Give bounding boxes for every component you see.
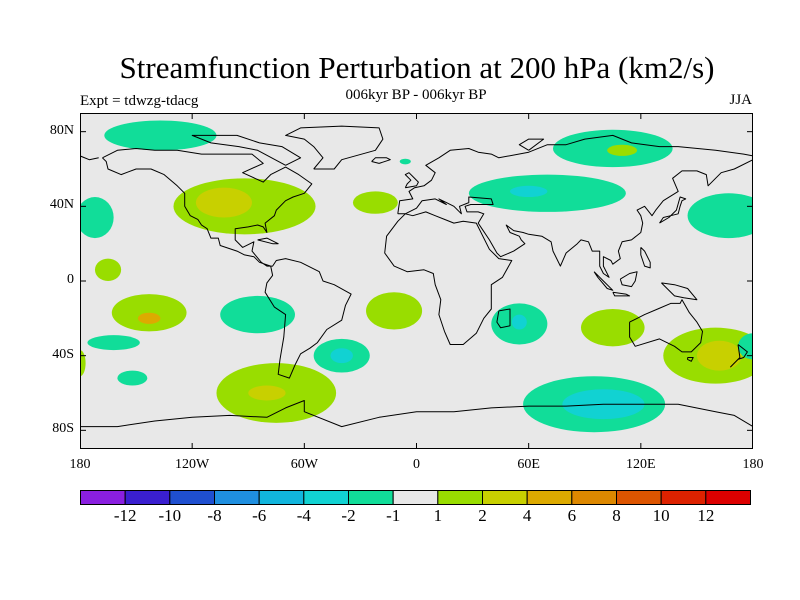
colorbar-box-12 bbox=[616, 490, 662, 505]
anomaly-region-25 bbox=[80, 350, 86, 377]
colorbar-box-0 bbox=[80, 490, 126, 505]
coastline-20 bbox=[518, 138, 545, 151]
coastline-7 bbox=[384, 211, 513, 345]
colorbar-box-3 bbox=[214, 490, 260, 505]
anomaly-region-13 bbox=[137, 312, 161, 324]
colorbar-label: 8 bbox=[612, 506, 621, 525]
anomaly-region-19 bbox=[330, 348, 353, 364]
map-panel bbox=[80, 113, 753, 449]
coastline-10 bbox=[687, 357, 694, 362]
anomaly-region-16 bbox=[87, 335, 140, 351]
anomaly-region-24 bbox=[248, 385, 286, 401]
x-tick-label: 180 bbox=[742, 457, 764, 472]
anomaly-region-28 bbox=[738, 333, 753, 360]
colorbar-box-10 bbox=[526, 490, 573, 505]
coastline-15 bbox=[661, 282, 698, 301]
anomaly-region-8 bbox=[468, 174, 626, 212]
coastline-9 bbox=[629, 299, 703, 353]
colorbar-box-2 bbox=[169, 490, 216, 505]
colorbar bbox=[80, 490, 751, 505]
coastline-3 bbox=[371, 157, 391, 164]
colorbar-box-9 bbox=[482, 490, 528, 505]
season-label: JJA bbox=[729, 92, 752, 108]
colorbar-label: 6 bbox=[567, 506, 577, 525]
coastline-19 bbox=[257, 237, 279, 245]
anomaly-region-22 bbox=[581, 309, 645, 347]
anomaly-region-11 bbox=[94, 258, 122, 281]
coastline-16 bbox=[640, 247, 651, 269]
chart-title: Streamfunction Perturbation at 200 hPa (… bbox=[119, 50, 715, 85]
x-tick-label: 180 bbox=[69, 457, 91, 472]
coastline-layer bbox=[80, 125, 753, 428]
colorbar-label: -12 bbox=[113, 506, 137, 525]
coastline-17 bbox=[659, 196, 687, 224]
coastline-6 bbox=[397, 159, 753, 278]
colorbar-label: -2 bbox=[341, 506, 356, 525]
anomaly-region-21 bbox=[511, 314, 527, 330]
x-tick-label: 120W bbox=[175, 457, 210, 472]
coastline-8 bbox=[496, 308, 511, 329]
colorbar-box-1 bbox=[124, 490, 171, 505]
coastline-14 bbox=[619, 271, 638, 288]
coastline-1 bbox=[191, 134, 302, 166]
colorbar-label: 12 bbox=[697, 506, 715, 525]
coastline-0 bbox=[102, 148, 352, 379]
colorbar-label: -8 bbox=[207, 506, 222, 525]
colorbar-box-11 bbox=[571, 490, 618, 505]
anomaly-region-0 bbox=[104, 120, 217, 151]
anomaly-region-27 bbox=[696, 340, 742, 371]
coastline-12 bbox=[593, 271, 614, 291]
colorbar-box-8 bbox=[437, 490, 484, 505]
colorbar-label: 2 bbox=[478, 506, 487, 525]
colorbar-label: -1 bbox=[386, 506, 401, 525]
map-frame bbox=[80, 113, 753, 449]
colorbar-label: -6 bbox=[252, 506, 267, 525]
anomaly-region-2 bbox=[195, 187, 252, 218]
colorbar-label: 1 bbox=[433, 506, 443, 525]
anomaly-region-10 bbox=[687, 193, 753, 239]
y-tick-label: 0 bbox=[67, 272, 74, 287]
coastline-13 bbox=[612, 291, 631, 297]
colorbar-label: 10 bbox=[652, 506, 670, 525]
colorbar-box-5 bbox=[303, 490, 349, 505]
experiment-label: Expt = tdwzg-tdacg bbox=[80, 93, 199, 109]
coastline-5 bbox=[80, 155, 99, 161]
anomaly-region-14 bbox=[220, 295, 295, 334]
x-tick-label: 0 bbox=[413, 457, 420, 472]
x-tick-label: 60E bbox=[517, 457, 540, 472]
colorbar-box-6 bbox=[348, 490, 394, 505]
coastline-4 bbox=[397, 134, 753, 214]
colorbar-label: -10 bbox=[158, 506, 182, 525]
coastline-18 bbox=[404, 172, 419, 189]
anomaly-region-3 bbox=[80, 197, 114, 239]
anomaly-region-4 bbox=[352, 191, 398, 214]
colorbar-label: -4 bbox=[296, 506, 311, 525]
colorbar-box-4 bbox=[258, 490, 305, 505]
x-tick-label: 120E bbox=[626, 457, 656, 472]
colorbar-box-14 bbox=[705, 490, 751, 505]
colorbar-box-13 bbox=[660, 490, 707, 505]
colorbar-box-7 bbox=[392, 490, 439, 505]
y-tick-label: 80N bbox=[49, 122, 74, 138]
anomaly-region-7 bbox=[607, 144, 638, 156]
chart-subtitle: 006kyr BP - 006kyr BP bbox=[345, 87, 487, 103]
y-tick-label: 40S bbox=[52, 346, 74, 362]
colorbar-label: 4 bbox=[522, 506, 532, 525]
anomaly-region-15 bbox=[366, 292, 423, 330]
anomaly-layer bbox=[80, 120, 753, 433]
coastline-2 bbox=[285, 125, 384, 170]
anomaly-region-5 bbox=[399, 158, 411, 165]
coastline-11 bbox=[730, 344, 748, 368]
y-tick-label: 40N bbox=[49, 197, 74, 213]
coastline-21 bbox=[80, 400, 753, 428]
x-tick-label: 60W bbox=[290, 457, 318, 472]
anomaly-region-9 bbox=[509, 185, 548, 197]
y-tick-label: 80S bbox=[52, 421, 74, 437]
anomaly-region-17 bbox=[117, 370, 148, 386]
